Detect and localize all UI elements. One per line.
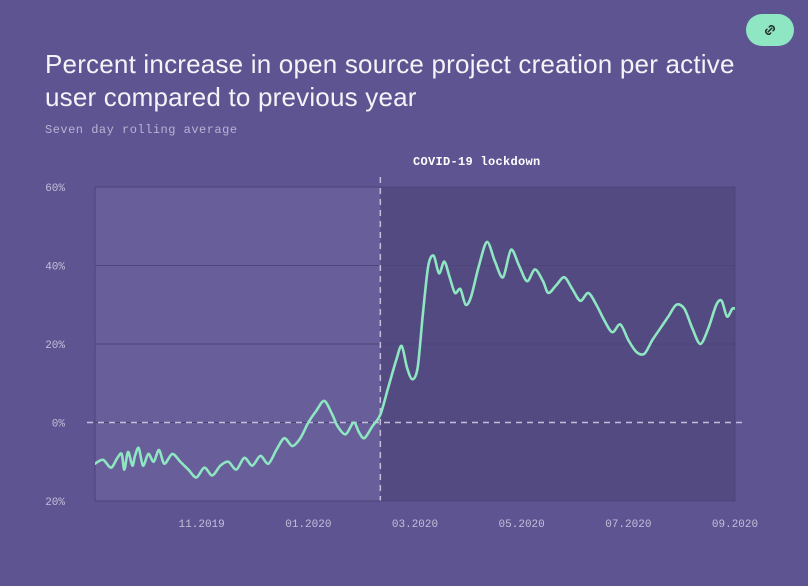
link-icon: [761, 21, 779, 39]
svg-text:40%: 40%: [45, 262, 65, 274]
chart-area: -20% 0% 20% 40% 60% 11.2019 01.2020 03.2020 05.2…: [45, 155, 763, 555]
svg-text:03.2020: 03.2020: [392, 519, 438, 531]
line-chart: -20% 0% 20% 40% 60% 11.2019 01.2020 03.2020 05.2…: [45, 155, 763, 555]
svg-text:-20%: -20%: [45, 497, 65, 509]
chart-subtitle: Seven day rolling average: [45, 123, 763, 137]
svg-text:01.2020: 01.2020: [285, 519, 331, 531]
svg-text:09.2020: 09.2020: [712, 519, 758, 531]
svg-text:07.2020: 07.2020: [605, 519, 651, 531]
svg-text:11.2019: 11.2019: [179, 519, 225, 531]
svg-text:05.2020: 05.2020: [499, 519, 545, 531]
chart-card: Percent increase in open source project …: [0, 0, 808, 586]
chart-title: Percent increase in open source project …: [45, 48, 763, 113]
svg-text:0%: 0%: [52, 419, 66, 431]
svg-text:60%: 60%: [45, 183, 65, 195]
share-link-button[interactable]: [746, 14, 794, 46]
svg-text:20%: 20%: [45, 340, 65, 352]
